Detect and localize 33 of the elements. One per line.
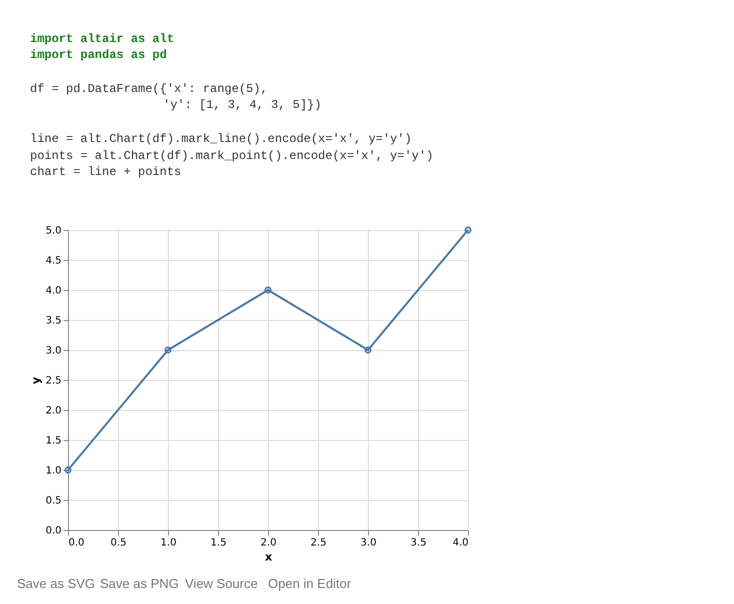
y-tick-label: 3.5 (46, 316, 62, 326)
text: Open in Editor (268, 576, 352, 591)
text: Save as SVG (17, 576, 96, 591)
x-tick-label: 1.5 (210, 538, 226, 548)
x-tick-label: 2.0 (260, 538, 276, 548)
x-tick-label: 3.5 (410, 538, 426, 548)
y-tick-label: 2.5 (46, 376, 62, 386)
text: chart = line + points (30, 165, 182, 179)
y-tick-label: 0.0 (46, 526, 62, 536)
text: import altair as alt (30, 32, 174, 46)
y-tick-label: 1.0 (46, 466, 62, 476)
text: View Source (185, 576, 258, 591)
y-tick-label: 4.0 (46, 286, 62, 296)
y-axis-title: y (30, 376, 43, 384)
x-tick-label: 1.0 (160, 538, 176, 548)
x-tick-label: 4.0 (452, 538, 468, 548)
y-tick-label: 1.5 (46, 436, 62, 446)
text: 'y': [1, 3, 4, 3, 5]}) (163, 98, 322, 112)
text: import pandas as pd (30, 48, 167, 62)
x-tick-label: 2.5 (310, 538, 326, 548)
text: points = alt.Chart(df).mark_point().encode(x='x', y='y') (30, 149, 434, 163)
y-tick-label: 4.5 (46, 256, 62, 266)
text: line = alt.Chart(df).mark_line().encode(x='x', y='y') (30, 132, 412, 146)
x-tick-label: 0.5 (110, 538, 126, 548)
y-tick-label: 3.0 (46, 346, 62, 356)
y-tick-label: 2.0 (46, 406, 62, 416)
y-tick-label: 0.5 (46, 496, 62, 506)
text: Save as PNG (100, 576, 179, 591)
x-tick-label: 3.0 (360, 538, 376, 548)
y-tick-label: 5.0 (46, 226, 62, 236)
x-axis-title: x (264, 550, 272, 564)
x-tick-label: 0.0 (68, 538, 84, 548)
text: df = pd.DataFrame({'x': range(5), (30, 82, 268, 96)
